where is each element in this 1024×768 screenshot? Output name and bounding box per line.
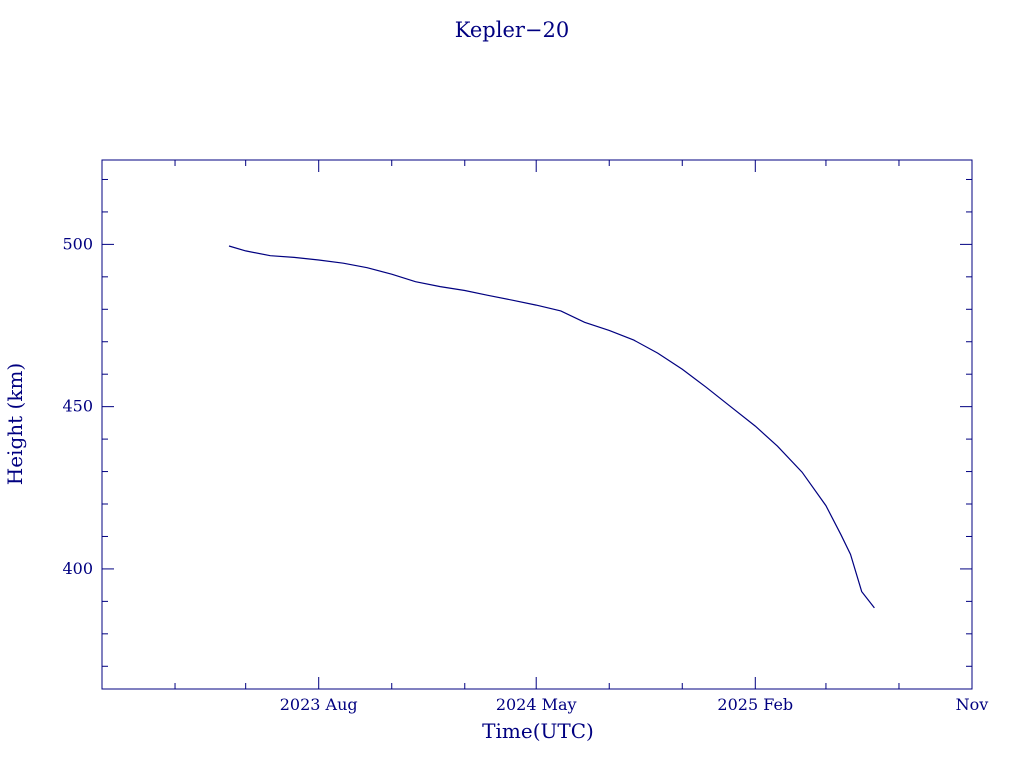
x-tick-label: 2023 Aug [280, 695, 358, 714]
y-tick-label: 500 [62, 234, 93, 253]
x-axis-label: Time(UTC) [482, 719, 594, 743]
x-ticks [101, 160, 973, 689]
x-tick-label: 2025 Feb [717, 695, 793, 714]
chart-title: Kepler−20 [455, 18, 570, 42]
x-tick-labels: 2023 Aug 2024 May 2025 Feb Nov [280, 695, 989, 714]
data-line [228, 245, 875, 609]
y-axis-label: Height (km) [3, 363, 27, 485]
y-tick-labels: 400 450 500 [62, 234, 93, 578]
x-tick-label: 2024 May [496, 695, 577, 714]
x-tick-label: Nov [956, 695, 989, 714]
plot-frame [101, 159, 973, 690]
y-ticks [102, 178, 972, 667]
y-tick-label: 400 [62, 559, 93, 578]
y-tick-label: 450 [62, 397, 93, 416]
